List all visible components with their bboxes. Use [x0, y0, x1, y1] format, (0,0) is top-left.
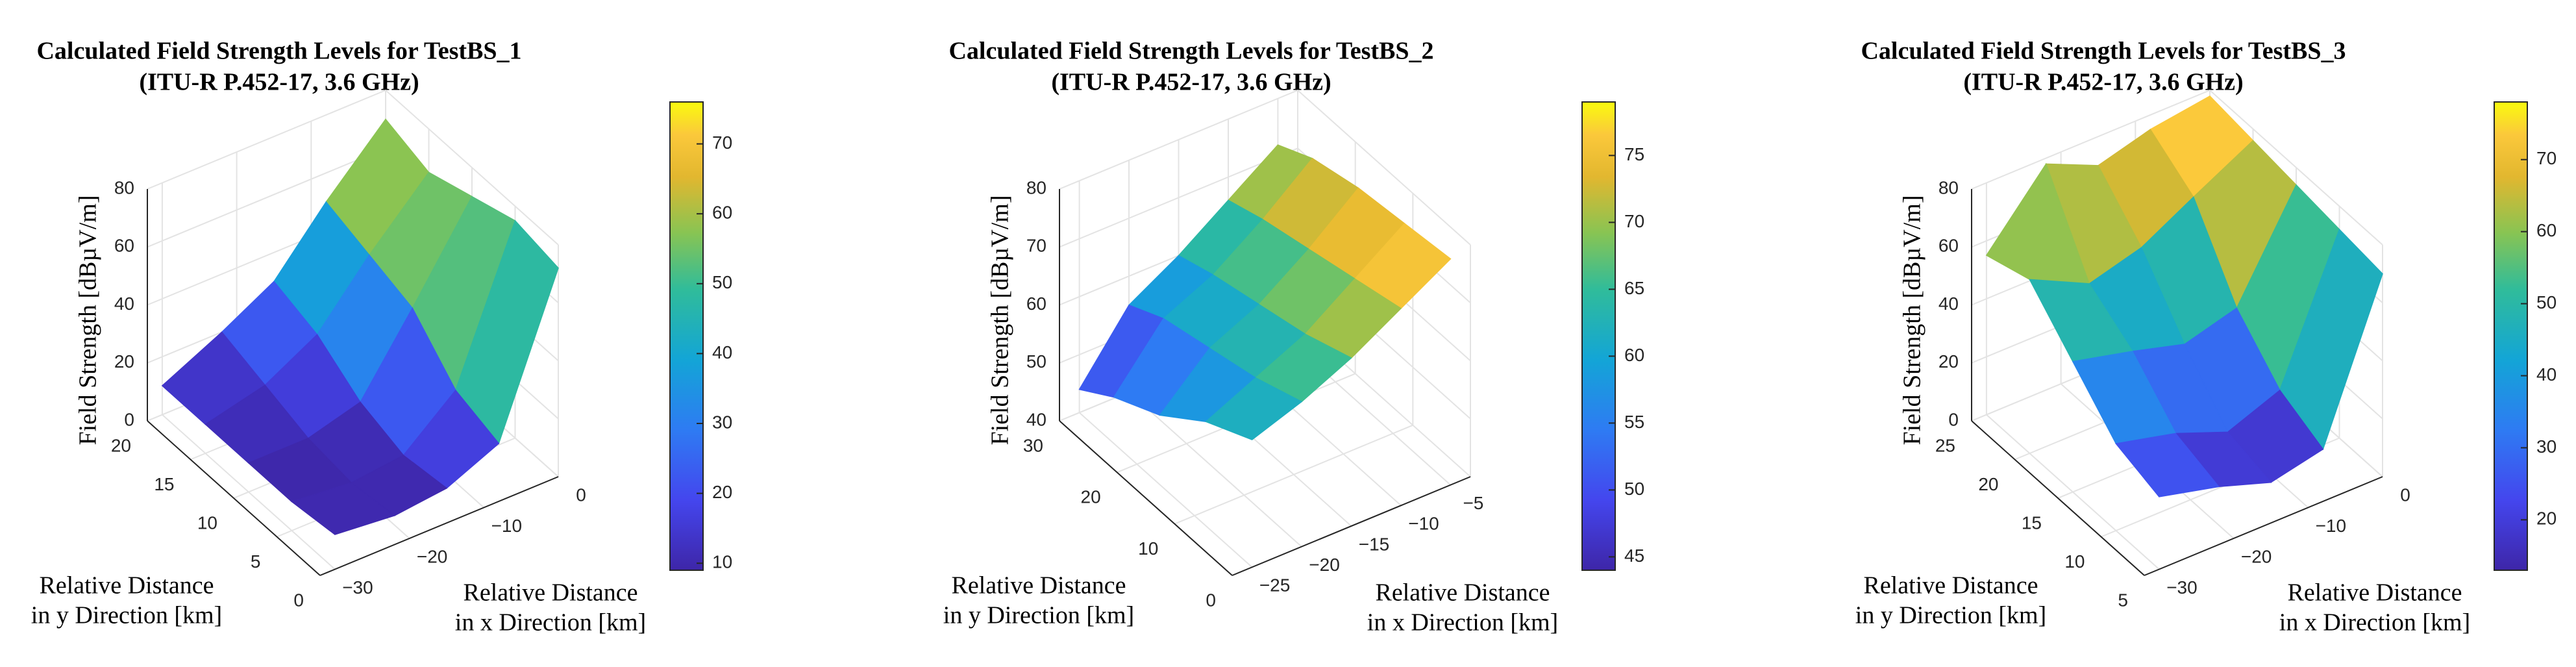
x-tick-label: −20: [2241, 546, 2272, 566]
z-tick-label: 20: [1938, 351, 1959, 371]
colorbar-tick-label: 70: [2536, 148, 2557, 168]
x-axis-label: in x Direction [km]: [2279, 609, 2470, 636]
z-tick-label: 60: [1938, 236, 1959, 256]
chart-title: (ITU-R P.452-17, 3.6 GHz): [139, 69, 419, 96]
surface-patch: [2115, 433, 2220, 497]
axis-line: [319, 476, 559, 576]
y-tick-label: 10: [1138, 538, 1158, 559]
y-tick-label: 20: [1081, 487, 1101, 507]
y-tick-label: 0: [1206, 590, 1216, 610]
chart-title: Calculated Field Strength Levels for Tes…: [1861, 38, 2346, 65]
x-axis-label: Relative Distance: [2287, 579, 2462, 607]
y-axis-label: in y Direction [km]: [31, 602, 222, 629]
y-tick-label: 30: [1023, 435, 1043, 455]
grid-line: [1059, 89, 1471, 245]
x-tick-label: −10: [491, 516, 523, 536]
x-tick-label: −30: [342, 577, 373, 598]
z-tick-label: 80: [1026, 177, 1046, 197]
x-axis-label: Relative Distance: [1375, 579, 1550, 607]
z-axis-label: Field Strength [dBµV/m]: [75, 195, 102, 446]
colorbar-tick-label: 10: [712, 552, 732, 572]
chart-title: Calculated Field Strength Levels for Tes…: [36, 38, 521, 65]
colorbar-tick-label: 60: [712, 203, 732, 223]
y-axis-label: Relative Distance: [1863, 572, 2038, 599]
z-tick-label: 0: [124, 409, 134, 429]
y-tick-label: 20: [111, 435, 131, 455]
surface-patch: [290, 482, 396, 535]
z-tick-label: 70: [1026, 236, 1046, 256]
y-tick-label: 20: [1978, 474, 1998, 494]
colorbar: [2494, 101, 2528, 571]
z-tick-label: 60: [1026, 294, 1046, 314]
colorbar-tick-label: 50: [1624, 479, 1644, 499]
colorbar-tick-label: 60: [1624, 345, 1644, 365]
colorbar-tick-label: 20: [2536, 509, 2557, 529]
y-tick-label: 5: [251, 551, 261, 572]
colorbar-tick-label: 20: [712, 482, 732, 502]
x-tick-label: −5: [1463, 493, 1483, 513]
colorbar-tick-label: 50: [712, 272, 732, 292]
colorbar-tick-label: 30: [2536, 436, 2557, 457]
y-tick-label: 15: [154, 474, 174, 494]
x-tick-label: −10: [1408, 514, 1439, 534]
colorbar-tick-label: 75: [1624, 144, 1644, 164]
chart-title: (ITU-R P.452-17, 3.6 GHz): [1963, 69, 2243, 96]
y-tick-label: 10: [2064, 551, 2085, 572]
x-tick-label: 0: [2400, 485, 2410, 505]
axis-line: [1059, 420, 1233, 576]
colorbar-tick-label: 40: [2536, 364, 2557, 384]
x-axis-label: in x Direction [km]: [1367, 609, 1558, 636]
colorbar: [1581, 101, 1616, 571]
grid-line: [147, 89, 559, 245]
z-axis-label: Field Strength [dBµV/m]: [1899, 195, 1926, 446]
x-axis-label: Relative Distance: [463, 579, 638, 607]
x-tick-label: −20: [417, 546, 448, 566]
colorbar-tick-label: 40: [712, 342, 732, 362]
x-tick-label: −25: [1259, 575, 1291, 596]
y-tick-label: 5: [2118, 590, 2128, 610]
axis-line: [1232, 476, 1471, 576]
x-tick-label: 0: [576, 485, 586, 505]
axis-line: [1971, 420, 2145, 576]
z-tick-label: 80: [114, 177, 134, 197]
y-axis-label: in y Direction [km]: [943, 602, 1134, 629]
y-tick-label: 0: [293, 590, 304, 610]
x-tick-label: −30: [2166, 577, 2198, 598]
y-tick-label: 25: [1935, 435, 1955, 455]
axis-line: [147, 420, 321, 576]
x-tick-label: −20: [1309, 555, 1340, 575]
surface-patch: [1205, 377, 1303, 440]
colorbar-tick-label: 70: [712, 132, 732, 153]
x-axis-label: in x Direction [km]: [455, 609, 646, 636]
z-tick-label: 60: [114, 236, 134, 256]
colorbar-tick-label: 30: [712, 412, 732, 432]
colorbar-tick-label: 65: [1624, 278, 1644, 298]
axis-line: [2144, 476, 2383, 576]
y-tick-label: 15: [2022, 512, 2042, 533]
chart-title: Calculated Field Strength Levels for Tes…: [948, 38, 1433, 65]
z-tick-label: 40: [1026, 409, 1046, 429]
colorbar-tick-label: 70: [1624, 211, 1644, 231]
grid-line: [1971, 89, 2383, 245]
z-tick-label: 20: [114, 351, 134, 371]
z-tick-label: 80: [1938, 177, 1959, 197]
z-tick-label: 40: [114, 294, 134, 314]
z-tick-label: 50: [1026, 351, 1046, 371]
colorbar-tick-label: 55: [1624, 412, 1644, 432]
z-tick-label: 0: [1948, 409, 1959, 429]
y-axis-label: in y Direction [km]: [1855, 602, 2046, 629]
x-tick-label: −15: [1359, 534, 1390, 554]
y-tick-label: 10: [197, 512, 217, 533]
y-axis-label: Relative Distance: [39, 572, 214, 599]
z-tick-label: 40: [1938, 294, 1959, 314]
z-axis-label: Field Strength [dBµV/m]: [987, 195, 1014, 446]
chart-title: (ITU-R P.452-17, 3.6 GHz): [1051, 69, 1331, 96]
y-axis-label: Relative Distance: [951, 572, 1126, 599]
x-tick-label: −10: [2316, 516, 2347, 536]
colorbar-tick-label: 50: [2536, 292, 2557, 312]
colorbar-tick-label: 45: [1624, 546, 1644, 566]
colorbar: [669, 101, 704, 571]
colorbar-tick-label: 60: [2536, 220, 2557, 240]
